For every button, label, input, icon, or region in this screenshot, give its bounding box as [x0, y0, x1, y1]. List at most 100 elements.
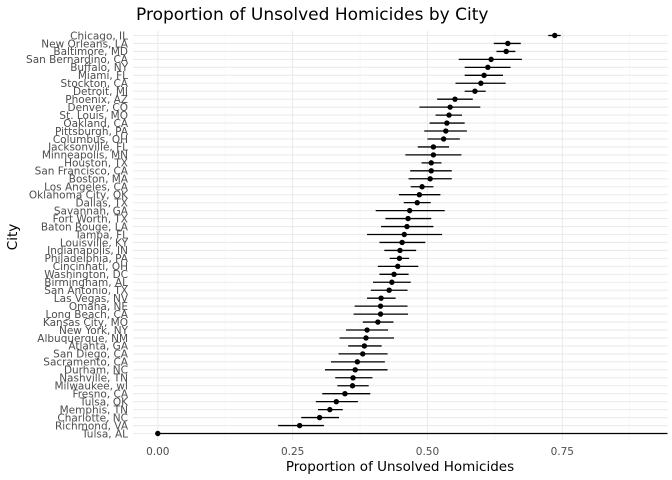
- y-tick-label: San Bernardino, CA: [26, 54, 129, 66]
- estimate-point: [446, 112, 452, 118]
- y-tick-label: Fresno, CA: [72, 389, 128, 401]
- estimate-point: [444, 120, 450, 126]
- y-tick-label: Houston, TX: [64, 158, 128, 170]
- estimate-point: [552, 32, 558, 39]
- estimate-point: [414, 199, 420, 206]
- x-tick-label: 0.75: [551, 446, 574, 458]
- x-tick-label: 0.50: [416, 446, 439, 458]
- y-tick-label: Baltimore, MD: [53, 46, 128, 58]
- y-tick-label: Columbus, OH: [53, 134, 128, 146]
- estimate-point: [386, 287, 392, 293]
- y-tick-label: Buffalo, NY: [70, 62, 128, 74]
- estimate-point: [352, 367, 358, 373]
- estimate-point: [399, 239, 405, 246]
- estimate-point: [443, 128, 449, 134]
- estimate-point: [505, 40, 511, 47]
- y-tick-label: Las Vegas, NV: [54, 293, 129, 305]
- estimate-point: [396, 255, 403, 262]
- estimate-point: [389, 279, 395, 285]
- y-tick-label: Atlanta, GA: [68, 341, 128, 353]
- y-tick-label: Fort Worth, TX: [53, 213, 128, 225]
- y-tick-label: Charlotte, NC: [57, 412, 128, 424]
- estimate-point: [440, 136, 447, 142]
- estimate-point: [391, 271, 397, 277]
- chart-title: Proportion of Unsolved Homicides by City: [136, 5, 488, 25]
- estimate-point: [361, 343, 368, 349]
- y-tick-label: Kansas City, MO: [43, 317, 128, 329]
- y-tick-label: Phoenix, AZ: [65, 94, 128, 106]
- estimate-point: [395, 263, 401, 270]
- y-tick-label: Long Beach, CA: [46, 309, 129, 321]
- y-tick-label: Boston, MA: [69, 174, 129, 186]
- estimate-point: [378, 295, 384, 301]
- y-tick-label: Durham, NC: [64, 365, 128, 377]
- estimate-point: [428, 160, 434, 166]
- estimate-point: [363, 335, 369, 341]
- estimate-point: [360, 351, 366, 357]
- estimate-point: [333, 398, 340, 405]
- y-tick-label: Stockton, CA: [61, 78, 129, 90]
- estimate-point: [354, 359, 361, 365]
- estimate-point: [472, 88, 478, 94]
- y-tick-label: Pittsburgh, PA: [55, 126, 129, 138]
- y-tick-label: Tampa, FL: [74, 229, 128, 241]
- y-tick-label: Minneapolis, MN: [42, 150, 128, 162]
- y-tick-label: Richmond, VA: [55, 420, 129, 432]
- estimate-point: [350, 375, 356, 381]
- estimate-point: [327, 406, 333, 413]
- estimate-point: [488, 56, 494, 63]
- estimate-point: [428, 168, 434, 174]
- y-tick-label: Milwaukee, wI: [54, 381, 128, 393]
- estimate-point: [452, 96, 458, 102]
- y-tick-label: Philadelphia, PA: [45, 253, 129, 265]
- y-tick-label: Washington, DC: [44, 269, 128, 281]
- y-tick-label: Oakland, CA: [63, 118, 128, 130]
- y-tick-label: Chicago, IL: [70, 30, 128, 42]
- y-tick-label: Oklahoma City, OK: [29, 190, 129, 202]
- estimate-point: [416, 192, 423, 198]
- y-tick-label: Jacksonville, FL: [47, 142, 128, 154]
- estimate-point: [296, 422, 303, 429]
- estimate-point: [342, 391, 348, 397]
- estimate-point: [377, 311, 384, 317]
- y-tick-label: Cincinnati, OH: [53, 261, 128, 273]
- estimate-point: [430, 152, 437, 158]
- y-axis-title: City: [5, 224, 21, 250]
- y-tick-label: Dallas, TX: [75, 197, 128, 209]
- estimate-point: [419, 184, 425, 190]
- y-tick-label: Indianapolis, IN: [47, 245, 128, 257]
- y-tick-label: Tulsa, OK: [79, 396, 129, 408]
- y-tick-label: New Orleans, LA: [41, 38, 129, 50]
- y-tick-label: Tulsa, AL: [81, 428, 128, 440]
- estimate-point: [349, 383, 356, 389]
- estimate-point: [401, 231, 407, 238]
- y-tick-label: Louisville, KY: [60, 237, 129, 249]
- estimate-point: [405, 215, 411, 222]
- estimate-point: [404, 223, 410, 230]
- estimate-point: [375, 319, 381, 325]
- estimate-point: [364, 327, 370, 333]
- estimate-point: [427, 176, 433, 182]
- x-tick-label: 0.00: [146, 446, 169, 458]
- estimate-point: [406, 207, 413, 214]
- y-tick-label: Nashville, TN: [59, 373, 128, 385]
- estimate-point: [316, 414, 323, 421]
- estimate-point: [478, 80, 484, 86]
- y-tick-label: Miami, FL: [78, 70, 128, 82]
- y-tick-label: San Francisco, CA: [35, 166, 129, 178]
- x-axis-title: Proportion of Unsolved Homicides: [286, 459, 514, 475]
- estimate-point: [485, 64, 491, 71]
- y-tick-label: Los Angeles, CA: [44, 182, 129, 194]
- y-tick-label: Omaha, NE: [69, 301, 128, 313]
- y-tick-label: Denver, CO: [68, 102, 128, 114]
- estimate-point: [430, 144, 437, 150]
- estimate-point: [377, 303, 384, 309]
- y-tick-label: Baton Rouge, LA: [41, 221, 129, 233]
- y-tick-label: San Diego, CA: [53, 349, 129, 361]
- estimate-point: [481, 72, 487, 79]
- y-tick-label: St. Louis, MO: [59, 110, 128, 122]
- y-tick-label: Memphis, TN: [60, 404, 128, 416]
